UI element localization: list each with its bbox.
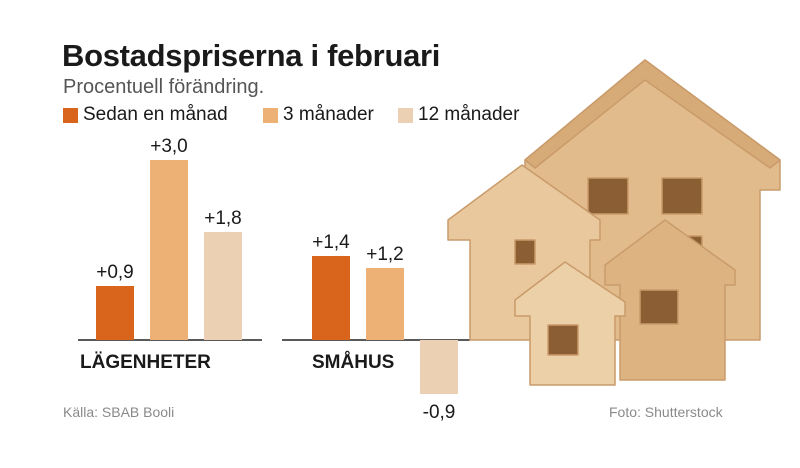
category-label-0: LÄGENHETER [80,352,211,373]
bar-0-2 [204,232,242,340]
legend-swatch-12-months [398,107,413,123]
category-label-1: SMÅHUS [312,352,394,373]
data-label-0-1: +3,0 [150,136,188,157]
data-label-1-1: +1,2 [366,244,404,265]
chart-subtitle: Procentuell förändring. [63,76,265,98]
bar-0-1 [150,160,188,340]
legend-item-3-months: 3 månader [263,104,374,126]
chart-title: Bostadspriserna i februari [62,38,441,73]
wooden-houses-photo [447,59,781,386]
legend-label-month: Sedan en månad [83,104,228,125]
data-label-1-2: -0,9 [423,402,456,423]
data-label-0-2: +1,8 [204,208,242,229]
bar-1-1 [366,268,404,340]
bar-0-0 [96,286,134,340]
legend-item-12-months: 12 månader [398,104,519,126]
legend-label-3-months: 3 månader [283,104,374,125]
legend-item-month: Sedan en månad [63,104,228,126]
legend-swatch-3-months [263,107,278,123]
photo-credit: Foto: Shutterstock [609,404,723,420]
data-label-1-0: +1,4 [312,232,350,253]
bar-1-0 [312,256,350,340]
bar-1-2 [420,340,458,394]
legend-swatch-month [63,107,78,123]
legend-label-12-months: 12 månader [418,104,520,125]
data-label-0-0: +0,9 [96,262,134,283]
source-note: Källa: SBAB Booli [63,404,175,420]
